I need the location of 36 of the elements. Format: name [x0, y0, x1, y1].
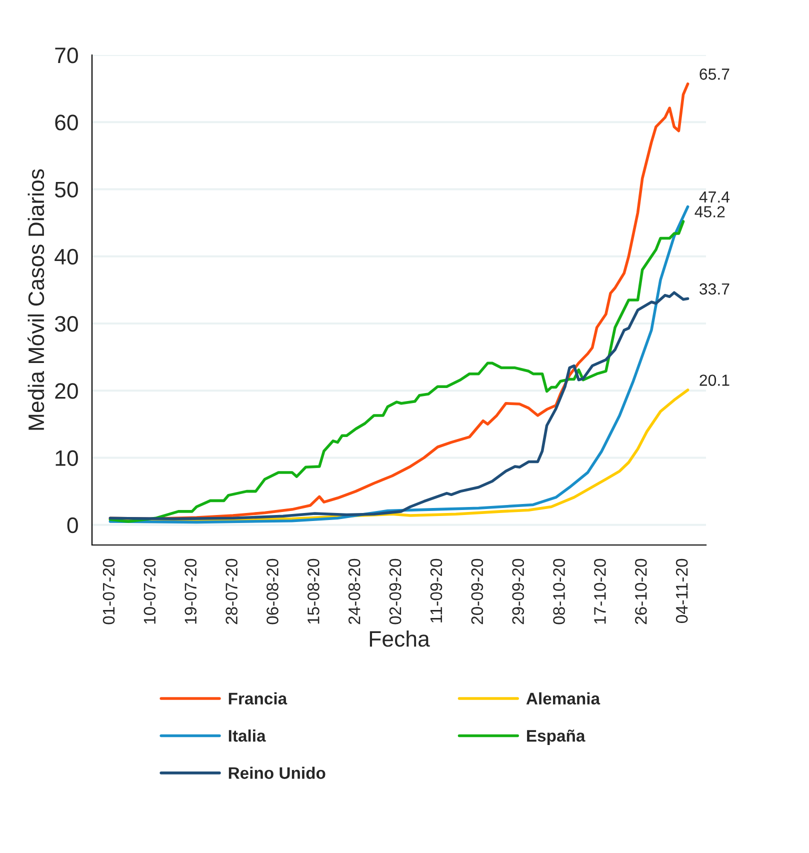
x-tick-label: 01-07-20: [102, 558, 115, 624]
legend-label: Francia: [228, 692, 288, 705]
y-axis-title: Media Móvil Casos Diarios: [28, 169, 44, 430]
x-tick-label: 04-11-20: [676, 558, 688, 624]
x-tick-label: 20-09-20: [471, 558, 484, 624]
legend-label: Alemania: [526, 692, 600, 705]
y-tick-label: 10: [56, 450, 78, 466]
legend-label: Reino Unido: [228, 766, 326, 779]
line-series: [108, 291, 690, 520]
legend-label: Italia: [228, 730, 266, 742]
x-tick-label: 08-10-20: [553, 558, 565, 624]
x-tick-label: 19-07-20: [184, 558, 197, 624]
legend-label: España: [527, 730, 586, 746]
x-tick-label: 24-08-20: [348, 558, 360, 624]
x-tick-label: 29-09-20: [512, 558, 524, 624]
data-label: 33.7: [700, 283, 730, 295]
y-tick-label: 40: [54, 248, 78, 265]
y-tick-label: 60: [55, 114, 78, 130]
x-axis-title: Fecha: [370, 630, 430, 647]
y-tick-label: 0: [67, 517, 78, 534]
y-tick-label: 30: [54, 316, 78, 332]
x-tick-label: 17-10-20: [594, 558, 606, 624]
y-tick-label: 70: [55, 48, 78, 64]
y-tick-label: 50: [54, 182, 78, 198]
data-label: 47.4: [699, 192, 730, 202]
x-tick-label: 06-08-20: [266, 558, 278, 624]
x-tick-label: 02-09-20: [389, 558, 402, 624]
x-tick-label: 28-07-20: [226, 558, 238, 624]
x-tick-label: 26-10-20: [635, 558, 647, 624]
x-tick-label: 11-09-20: [430, 558, 442, 622]
x-tick-label: 10-07-20: [144, 558, 156, 624]
data-label: 20.1: [700, 374, 730, 386]
y-tick-label: 20: [55, 383, 78, 399]
x-tick-label: 15-08-20: [308, 558, 320, 624]
data-label: 65.7: [700, 68, 730, 80]
data-label: 45.2: [694, 206, 725, 218]
